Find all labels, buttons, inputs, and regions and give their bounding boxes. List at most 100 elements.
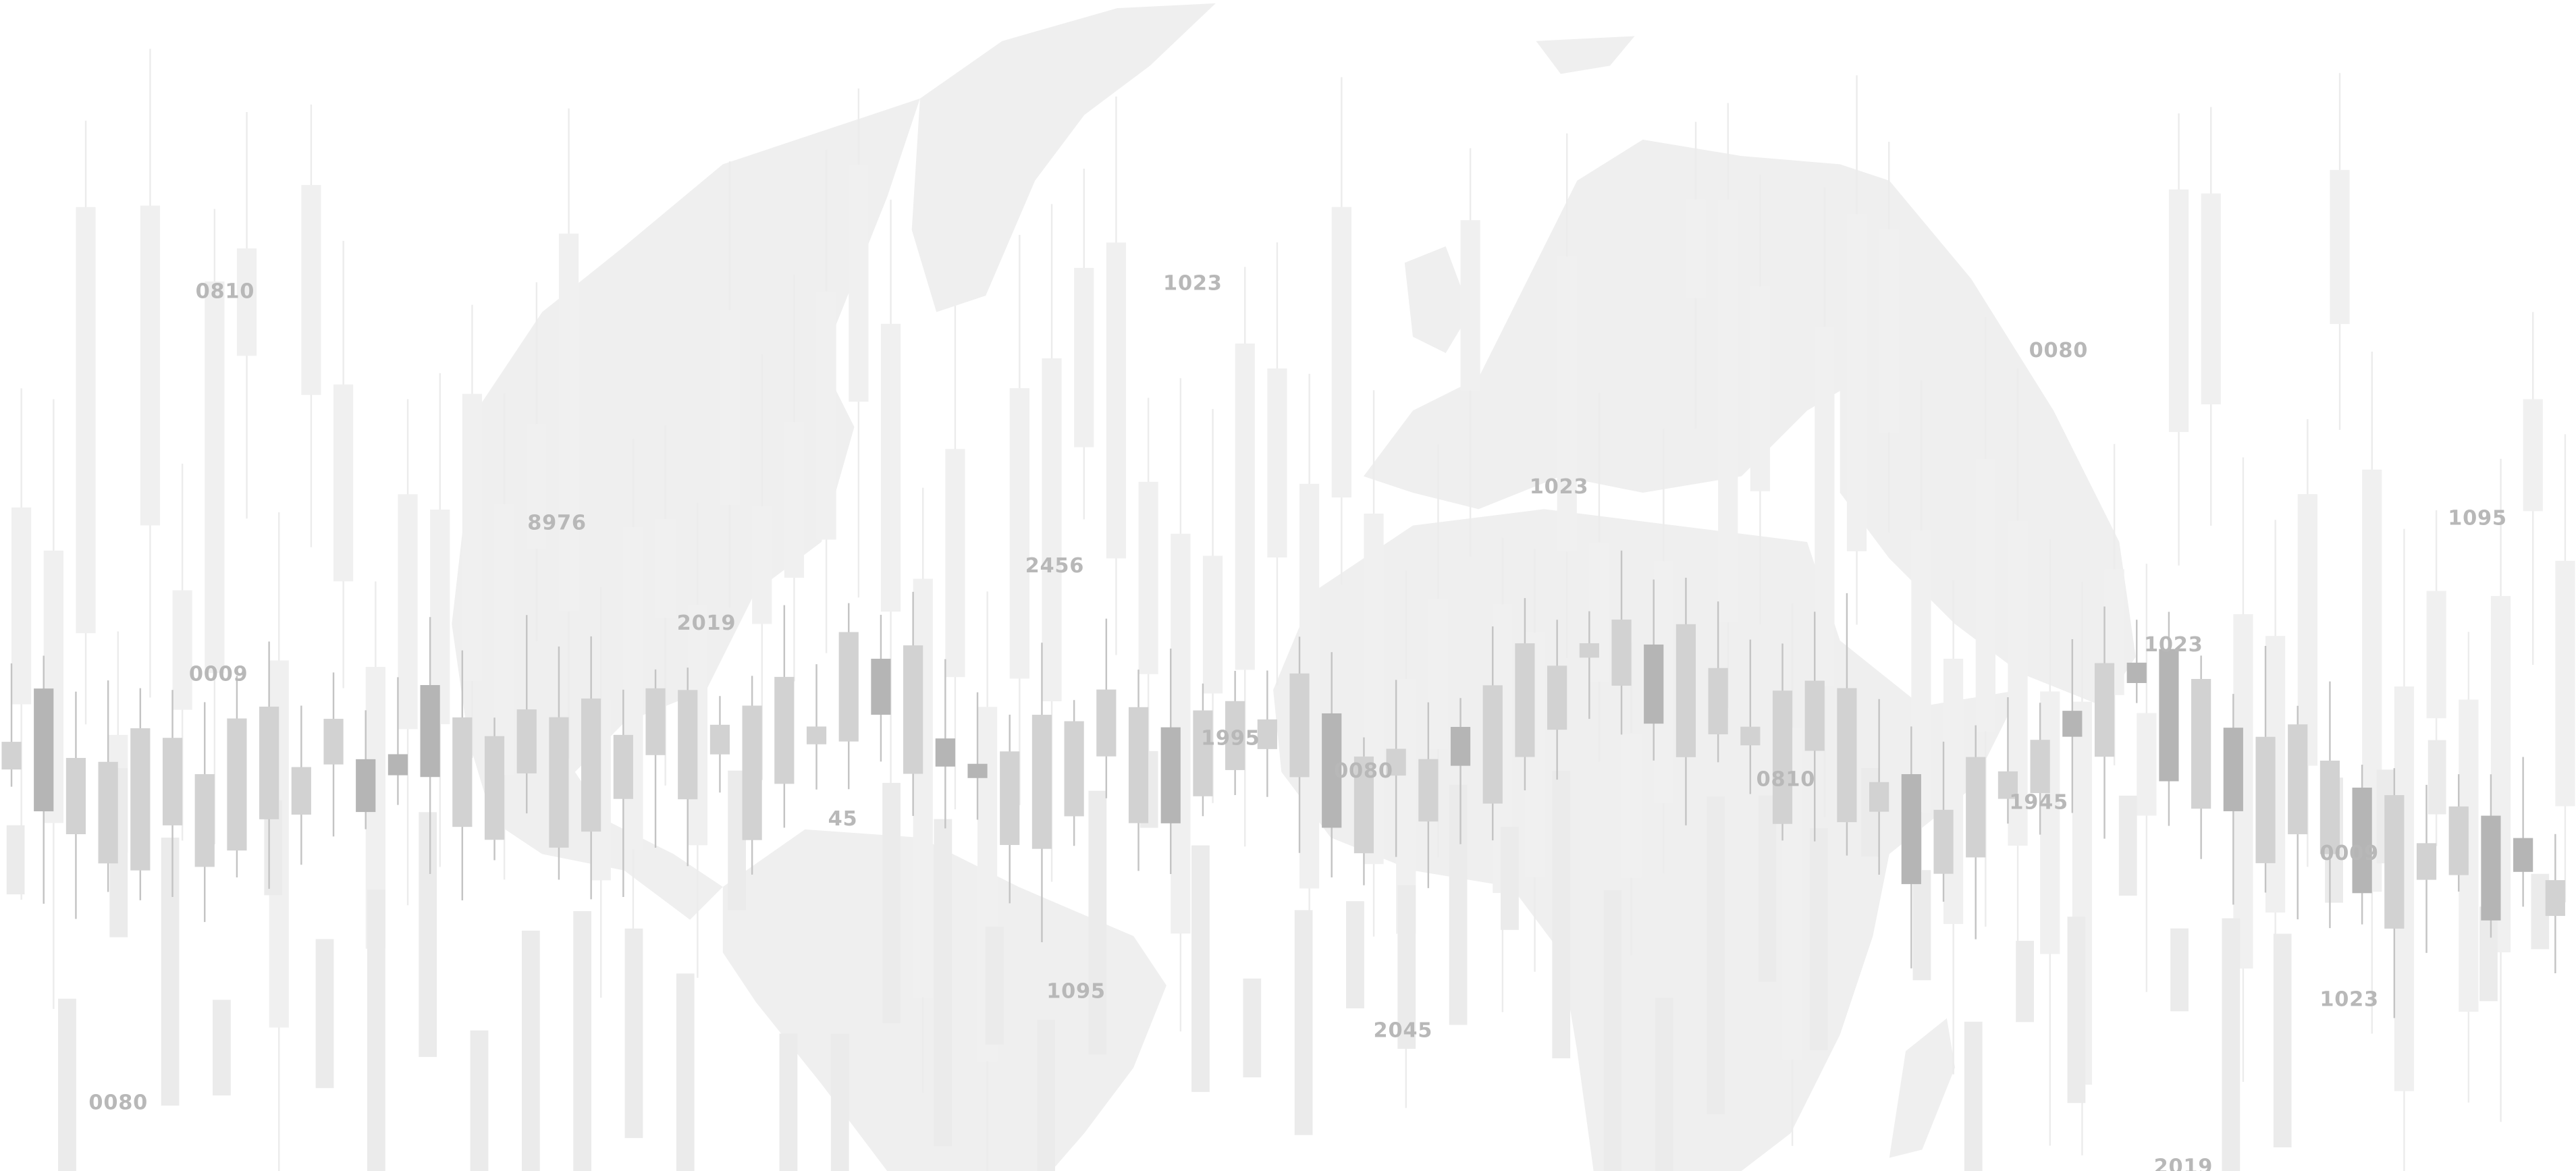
candle-body	[172, 590, 192, 710]
candle-body	[882, 782, 901, 1023]
candle-body	[581, 698, 601, 832]
candle-body	[1809, 828, 1828, 1050]
candle-body	[849, 165, 869, 402]
candle-body	[1740, 726, 1761, 746]
price-label: 2045	[1374, 1019, 1433, 1043]
candle-body	[1675, 624, 1696, 757]
candle-body	[945, 449, 965, 678]
price-label: 0080	[1334, 759, 1393, 783]
candle-body	[1449, 784, 1468, 1025]
candle-body	[1289, 673, 1310, 778]
candle-body	[1718, 199, 1738, 622]
candle-body	[462, 393, 483, 681]
candle-body	[236, 248, 257, 356]
candle-body	[1557, 256, 1577, 552]
candle-body	[527, 424, 547, 549]
candle-body	[1088, 790, 1107, 1055]
candle-body	[1515, 643, 1535, 757]
candle-body	[2330, 169, 2350, 325]
candle-body	[985, 926, 1004, 1045]
candle-body	[2118, 795, 2137, 896]
candle-body	[1, 742, 22, 770]
candle-body	[1964, 1021, 1983, 1171]
candle-body	[1037, 1020, 1055, 1171]
candle-body	[1267, 368, 1287, 558]
candle-body	[1837, 688, 1857, 823]
candle-body	[2384, 795, 2405, 929]
candle-body	[58, 998, 76, 1171]
candle-body	[470, 1030, 489, 1171]
candle-body	[2159, 649, 2179, 782]
candle-body	[1879, 229, 1899, 433]
candle-body	[1644, 644, 1664, 724]
candle-body	[140, 205, 161, 526]
candle-body	[913, 578, 933, 998]
candle-body	[1294, 910, 1313, 1135]
candle-body	[419, 812, 437, 1058]
candle-body	[967, 763, 988, 778]
candle-body	[779, 1033, 798, 1171]
candle-body	[1912, 870, 1931, 981]
candle-body	[1138, 481, 1158, 674]
candlesticks	[1, 49, 2575, 1171]
candle-body	[1386, 748, 1406, 776]
candle-body	[194, 774, 215, 867]
candle-body	[2255, 736, 2276, 863]
candle-body	[2523, 399, 2543, 512]
candle-body	[521, 930, 540, 1171]
candle-body	[678, 690, 698, 800]
candle-body	[1428, 599, 1449, 749]
candle-body	[1943, 659, 1964, 925]
candle-body	[676, 973, 695, 1171]
price-label: 0810	[196, 280, 255, 304]
candle-body	[1750, 286, 1771, 491]
candle-body	[613, 734, 633, 799]
land	[1404, 246, 1471, 354]
candle-body	[2352, 787, 2372, 894]
candle-body	[1603, 890, 1622, 1171]
price-labels: 0810 1023 0080 8976 1023 1095 2456 2019 1023 0009…	[88, 271, 2506, 1171]
candle-body	[98, 761, 118, 864]
candle-body	[774, 676, 795, 784]
land	[1536, 36, 1635, 74]
candle-body	[1707, 796, 1725, 1114]
candle-body	[1621, 733, 1642, 878]
price-label: 8976	[527, 512, 587, 535]
candle-body	[420, 685, 440, 778]
candle-body	[1911, 530, 1931, 813]
price-label: 0810	[1756, 767, 1816, 791]
candle-body	[2040, 691, 2060, 954]
candle-body	[903, 645, 923, 774]
candle-body	[806, 726, 827, 744]
candle-body	[1096, 689, 1117, 757]
candle-body	[1346, 901, 1364, 1008]
candle-body	[259, 706, 279, 819]
candle-body	[2062, 711, 2083, 737]
candle-body	[315, 939, 334, 1089]
candle-body	[387, 754, 408, 775]
candle-body	[1031, 715, 1052, 849]
candle-body	[398, 494, 418, 730]
candle-body	[484, 736, 505, 840]
price-label: 0080	[88, 1091, 148, 1115]
candle-body	[1846, 214, 1867, 551]
candle-body	[1225, 701, 1245, 770]
candle-body	[1997, 771, 2018, 799]
candle-body	[1815, 327, 1835, 686]
candle-body	[2222, 918, 2240, 1171]
candle-body	[34, 688, 54, 812]
candle-body	[2094, 663, 2115, 757]
candle-body	[830, 1033, 849, 1171]
candle-body	[2191, 678, 2211, 809]
candle-body	[227, 718, 247, 851]
candle-body	[2555, 560, 2575, 807]
candle-body	[1418, 759, 1439, 822]
candle-body	[1128, 707, 1149, 823]
candle-body	[2016, 940, 2034, 1023]
candle-body	[1160, 727, 1181, 823]
candle-body	[2426, 591, 2446, 719]
candle-body	[1243, 978, 1262, 1078]
